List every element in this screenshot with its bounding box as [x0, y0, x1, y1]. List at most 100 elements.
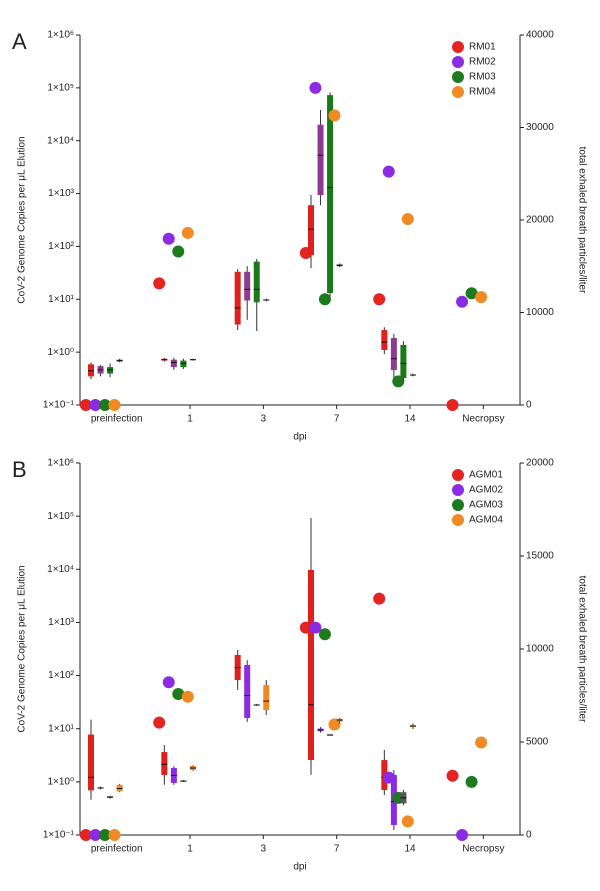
data-point: [162, 232, 175, 245]
legend-marker: [452, 71, 464, 83]
legend-label: AGM02: [469, 485, 503, 496]
legend-label: RM01: [469, 42, 496, 53]
data-point: [89, 399, 102, 411]
legend-marker: [452, 484, 464, 496]
data-point: [382, 165, 395, 178]
legend-marker: [452, 86, 464, 98]
box: [381, 330, 388, 350]
box: [234, 271, 241, 325]
data-point: [465, 775, 478, 788]
data-point: [172, 245, 185, 258]
box: [308, 205, 314, 256]
x-axis-label: dpi: [293, 862, 306, 873]
y-tick-label: 1×10²: [48, 241, 75, 252]
data-point: [373, 293, 386, 306]
box: [390, 338, 397, 371]
y-tick-label: 1×10³: [48, 617, 75, 628]
data-point: [328, 109, 341, 122]
data-point: [181, 226, 194, 239]
data-point: [162, 676, 175, 689]
data-point: [98, 399, 111, 411]
x-tick-label: 14: [404, 414, 416, 425]
box: [400, 344, 407, 378]
x-tick-label: preinfection: [91, 414, 143, 425]
data-point: [456, 829, 469, 841]
legend-label: AGM01: [469, 470, 503, 481]
y2-tick-label: 10000: [526, 644, 554, 655]
box: [317, 124, 324, 196]
x-tick-label: 14: [404, 844, 416, 855]
data-point: [401, 213, 414, 226]
data-point: [89, 829, 102, 841]
x-tick-label: preinfection: [91, 844, 143, 855]
legend-marker: [452, 499, 464, 511]
legend-marker: [452, 469, 464, 481]
box: [263, 685, 270, 711]
data-point: [172, 688, 185, 701]
x-tick-label: 7: [334, 844, 340, 855]
y2-axis-label: total exhaled breath particles/liter: [576, 576, 587, 723]
x-tick-label: 3: [261, 414, 267, 425]
data-point: [153, 277, 166, 290]
legend-label: RM04: [469, 87, 496, 98]
y-tick-label: 1×10¹: [48, 294, 75, 305]
data-point: [309, 621, 322, 634]
box: [308, 569, 314, 761]
y-tick-label: 1×10⁰: [47, 347, 74, 358]
x-tick-label: Necropsy: [462, 844, 504, 855]
x-tick-label: 1: [187, 844, 193, 855]
y-tick-label: 1×10⁵: [47, 511, 74, 522]
panel-label: A: [12, 29, 27, 54]
x-tick-label: Necropsy: [462, 414, 504, 425]
y-tick-label: 1×10⁴: [47, 564, 74, 575]
legend-marker: [452, 514, 464, 526]
legend-marker: [452, 41, 464, 53]
legend-label: RM02: [469, 57, 496, 68]
data-point: [309, 81, 322, 94]
y-tick-label: 1×10⁻¹: [43, 830, 75, 841]
y2-tick-label: 0: [526, 830, 532, 841]
y2-tick-label: 0: [526, 400, 532, 411]
legend-label: AGM04: [469, 515, 503, 526]
data-point: [153, 716, 166, 729]
y2-tick-label: 40000: [526, 30, 554, 41]
y-tick-label: 1×10⁴: [47, 135, 74, 146]
data-point: [79, 829, 92, 841]
y2-tick-label: 20000: [526, 215, 554, 226]
x-tick-label: 1: [187, 414, 193, 425]
box: [170, 359, 177, 368]
x-tick-label: 7: [334, 414, 340, 425]
y2-tick-label: 30000: [526, 122, 554, 133]
data-point: [108, 399, 121, 411]
y-tick-label: 1×10⁶: [47, 30, 74, 41]
data-point: [446, 399, 459, 411]
box: [327, 95, 334, 294]
data-point: [98, 829, 111, 841]
data-point: [456, 295, 469, 308]
data-point: [465, 287, 478, 300]
y-tick-label: 1×10⁵: [47, 82, 74, 93]
y-axis-label: CoV-2 Genome Copies per μL Elution: [17, 565, 28, 732]
legend-marker: [452, 56, 464, 68]
data-point: [446, 769, 459, 782]
box: [161, 752, 168, 775]
x-axis-label: dpi: [293, 432, 306, 443]
y-tick-label: 1×10¹: [48, 723, 75, 734]
data-point: [401, 815, 414, 828]
data-point: [475, 291, 488, 304]
box: [244, 271, 251, 301]
panel-label: B: [12, 457, 27, 482]
data-point: [373, 592, 386, 605]
legend-label: RM03: [469, 72, 496, 83]
data-point: [318, 628, 331, 641]
data-point: [392, 375, 405, 388]
data-point: [475, 736, 488, 749]
y2-tick-label: 15000: [526, 551, 554, 562]
box: [88, 734, 94, 791]
y-tick-label: 1×10⁰: [47, 776, 74, 787]
legend-label: AGM03: [469, 500, 503, 511]
y2-tick-label: 20000: [526, 458, 554, 469]
y2-tick-label: 5000: [526, 737, 549, 748]
y2-tick-label: 10000: [526, 307, 554, 318]
